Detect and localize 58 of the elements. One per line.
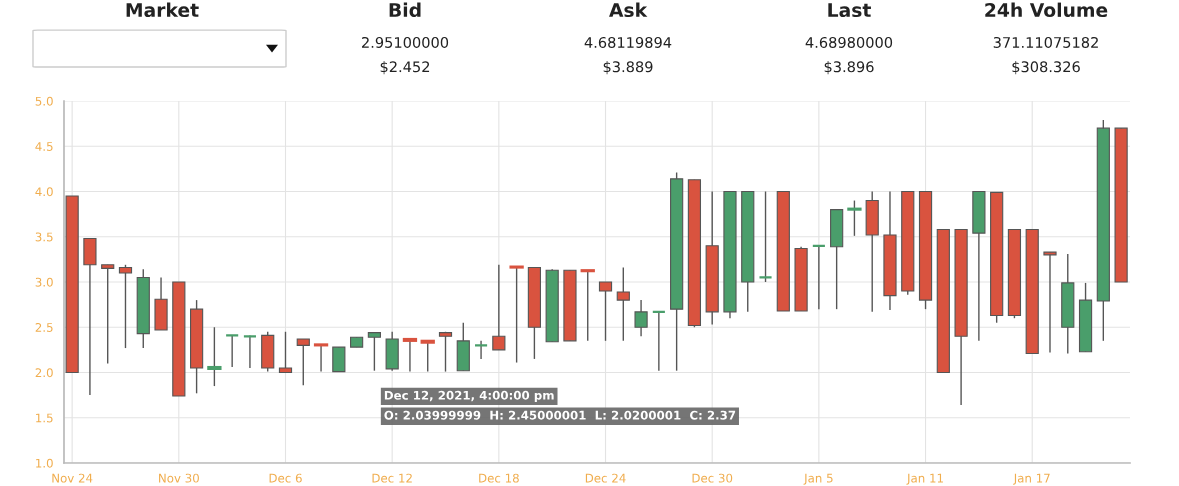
candlestick xyxy=(473,340,489,360)
candlestick xyxy=(492,264,506,351)
x-tick-label: Dec 12 xyxy=(372,473,412,483)
candlestick xyxy=(651,310,667,372)
x-tick-label: Dec 18 xyxy=(479,473,519,483)
x-tick-label: Dec 24 xyxy=(585,473,626,483)
y-tick-label: 1.0 xyxy=(36,458,53,468)
text: 371.11075182 xyxy=(993,36,1098,48)
category-label: Market xyxy=(126,2,199,18)
y-tick-label: 1.5 xyxy=(36,413,53,423)
category-label: 24h Volume xyxy=(985,2,1108,18)
y-tick-label: 2.0 xyxy=(35,368,53,378)
text: 4.68980000 xyxy=(805,36,893,48)
candlestick xyxy=(278,331,293,374)
x-tick-label: Dec 6 xyxy=(269,473,302,483)
candlestick xyxy=(296,338,310,386)
text: 2.95100000 xyxy=(362,36,449,48)
y-tick-label: 3.5 xyxy=(35,232,53,242)
candlestick xyxy=(207,326,222,387)
candlestick xyxy=(101,264,115,365)
x-tick-label: Nov 30 xyxy=(159,473,199,483)
candlestick xyxy=(616,266,630,342)
text: 4.68119894 xyxy=(584,36,672,48)
candlestick xyxy=(367,331,381,372)
candlestick xyxy=(313,343,329,373)
candlestick xyxy=(438,331,453,373)
candlestick xyxy=(847,199,862,237)
candlestick xyxy=(420,339,435,373)
y-tick-label: 2.5 xyxy=(35,322,53,332)
candlestick xyxy=(580,269,595,342)
y-tick-label: 4.0 xyxy=(35,187,53,197)
candlestick xyxy=(402,337,418,373)
candlestick xyxy=(634,299,648,337)
candlestick xyxy=(758,190,773,283)
y-tick-label: 3.0 xyxy=(35,277,53,287)
annotation: Dec 12, 2021, 4:00:00 pm xyxy=(384,390,554,403)
text: $3.889 xyxy=(603,60,653,75)
candlestick xyxy=(242,334,258,369)
candlestick xyxy=(598,281,613,342)
category-label: Bid xyxy=(389,2,421,18)
text: $3.896 xyxy=(824,60,874,75)
x-tick-label: Jan 11 xyxy=(906,473,943,485)
x-tick-label: Nov 24 xyxy=(52,473,93,483)
candlestick xyxy=(118,264,133,349)
x-tick-label: Dec 30 xyxy=(692,473,733,483)
candlestick xyxy=(225,334,240,368)
y-tick-label: 4.5 xyxy=(35,142,53,151)
category-label: Last xyxy=(828,3,871,18)
candlestick xyxy=(1043,251,1057,354)
text: $2.452 xyxy=(380,60,430,75)
annotation: O: 2.03999999 H: 2.45000001 L: 2.0200001 C: 2.37 xyxy=(384,410,736,420)
candlestick xyxy=(509,265,524,364)
y-tick-label: 5.0 xyxy=(35,96,53,106)
x-tick-label: Jan 5 xyxy=(803,473,833,485)
x-tick-label: Jan 17 xyxy=(1013,473,1050,485)
category-label: Ask xyxy=(609,2,648,18)
text: $308.326 xyxy=(1012,60,1080,75)
candlestick xyxy=(811,244,827,310)
